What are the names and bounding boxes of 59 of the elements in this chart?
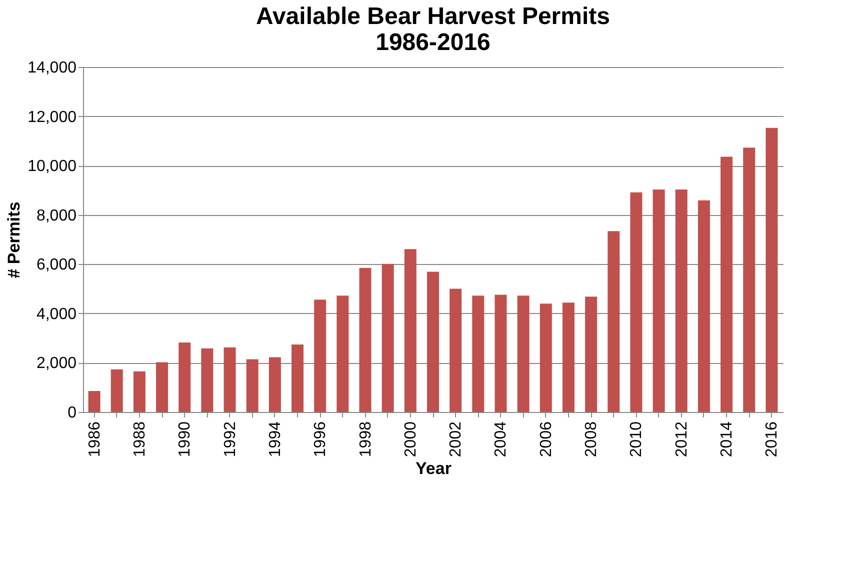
bar xyxy=(246,359,258,412)
bar xyxy=(336,296,349,412)
bar xyxy=(517,296,530,412)
x-tick-label: 1992 xyxy=(222,421,239,458)
text: 1986-2016 xyxy=(376,29,490,56)
x-tick-label: 1986 xyxy=(86,421,104,458)
bar xyxy=(472,296,484,412)
x-tick-label: 2014 xyxy=(718,421,736,458)
bar xyxy=(652,189,665,412)
text: Available Bear Harvest Permits xyxy=(256,3,610,30)
y-tick-label: 2,000 xyxy=(36,355,77,372)
bar xyxy=(314,300,326,412)
bar xyxy=(178,342,191,412)
bar xyxy=(562,302,574,412)
x-tick-label: 1996 xyxy=(312,421,330,458)
bar xyxy=(201,348,214,412)
bar xyxy=(766,128,778,412)
x-tick-label: 1990 xyxy=(176,421,194,458)
x-tick-label: 2006 xyxy=(538,421,555,458)
x-tick-label: 2016 xyxy=(764,421,781,458)
x-tick-label: 1988 xyxy=(131,421,148,458)
bar xyxy=(450,288,462,412)
bar xyxy=(540,304,552,412)
x-tick-label: 2002 xyxy=(448,421,465,458)
y-tick-label: 0 xyxy=(68,404,77,422)
bar xyxy=(88,391,100,412)
x-tick-label: 2012 xyxy=(673,421,690,458)
y-tick-label: 10,000 xyxy=(28,158,77,176)
x-tick-label: 2004 xyxy=(492,421,510,458)
bar xyxy=(292,344,304,412)
bar xyxy=(359,268,372,412)
bar xyxy=(224,347,236,412)
bar xyxy=(720,156,733,412)
bar xyxy=(427,272,439,412)
x-axis-title: Year xyxy=(416,459,452,478)
bar xyxy=(382,264,394,412)
y-axis-title: # Permits xyxy=(4,202,24,278)
bar xyxy=(404,249,416,412)
bar xyxy=(156,362,168,412)
bar xyxy=(133,371,146,412)
bar xyxy=(608,231,620,412)
y-tick-label: 8,000 xyxy=(36,207,77,224)
bar xyxy=(743,148,756,412)
bar xyxy=(630,192,642,412)
x-tick-label: 2010 xyxy=(628,421,646,458)
y-tick-label: 4,000 xyxy=(36,306,77,323)
bar xyxy=(675,189,688,412)
y-tick-label: 14,000 xyxy=(28,60,77,76)
x-tick-label: 1994 xyxy=(266,421,284,458)
bar xyxy=(494,294,507,412)
x-tick-label: 1998 xyxy=(357,421,374,458)
bar xyxy=(698,200,710,412)
bar xyxy=(110,369,123,412)
x-tick-label: 2000 xyxy=(402,421,420,458)
y-tick-label: 12,000 xyxy=(28,108,77,126)
x-tick-label: 2008 xyxy=(583,421,600,458)
y-tick-label: 6,000 xyxy=(36,256,77,274)
bar xyxy=(585,296,598,412)
bar xyxy=(268,357,281,412)
